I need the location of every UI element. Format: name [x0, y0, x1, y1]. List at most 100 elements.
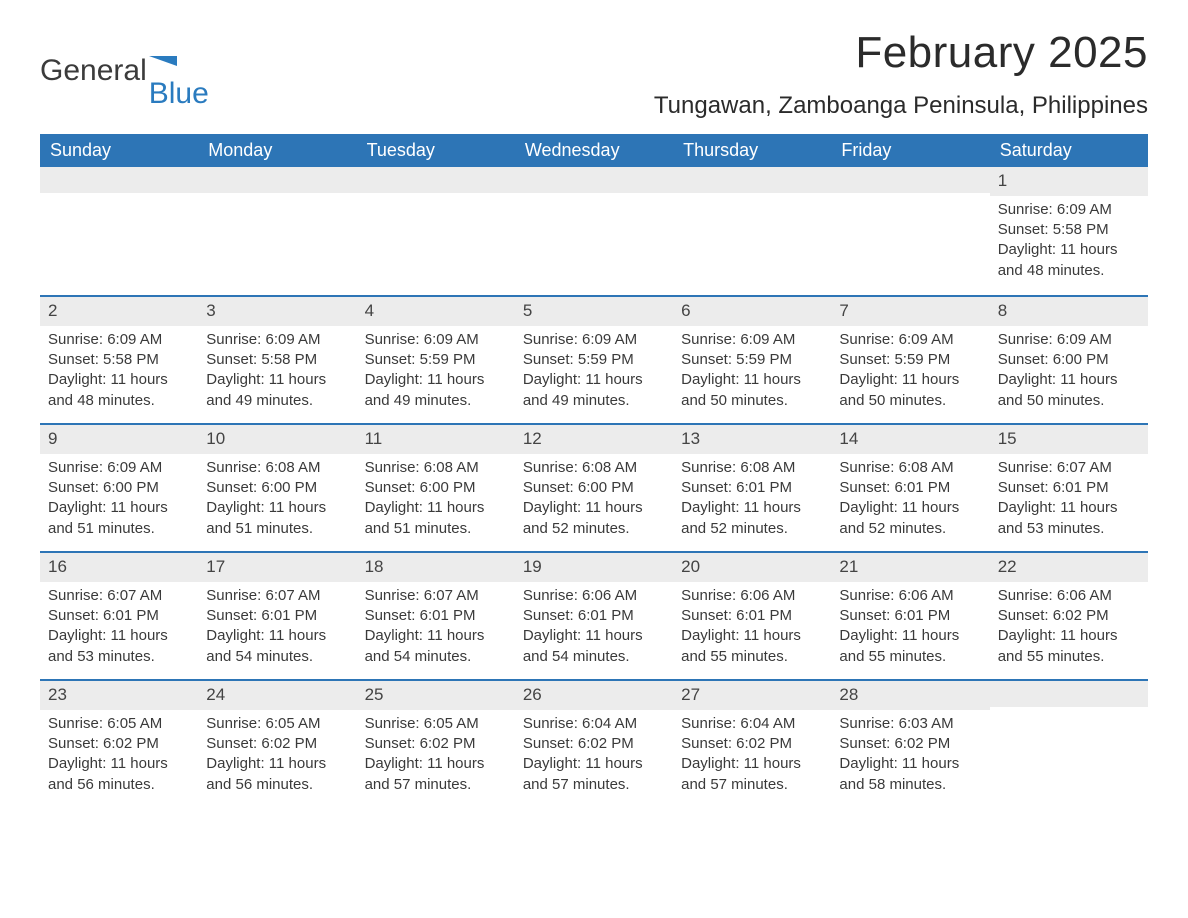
- calendar-day: 13Sunrise: 6:08 AMSunset: 6:01 PMDayligh…: [673, 425, 831, 551]
- day-body: Sunrise: 6:09 AMSunset: 5:59 PMDaylight:…: [357, 326, 515, 421]
- sunrise-line: Sunrise: 6:08 AM: [681, 458, 823, 478]
- daylight-line: Daylight: 11 hours and 51 minutes.: [365, 498, 507, 539]
- page-title: February 2025: [654, 28, 1148, 78]
- calendar-day: 26Sunrise: 6:04 AMSunset: 6:02 PMDayligh…: [515, 681, 673, 807]
- calendar-day: [40, 167, 198, 295]
- daylight-line: Daylight: 11 hours and 56 minutes.: [48, 754, 190, 795]
- daylight-line: Daylight: 11 hours and 51 minutes.: [206, 498, 348, 539]
- day-body: [40, 193, 198, 207]
- day-number: 23: [40, 681, 198, 710]
- sunrise-line: Sunrise: 6:09 AM: [48, 330, 190, 350]
- day-number: [357, 167, 515, 193]
- daylight-line: Daylight: 11 hours and 53 minutes.: [998, 498, 1140, 539]
- daylight-line: Daylight: 11 hours and 50 minutes.: [839, 370, 981, 411]
- calendar-day: 9Sunrise: 6:09 AMSunset: 6:00 PMDaylight…: [40, 425, 198, 551]
- calendar-day: 3Sunrise: 6:09 AMSunset: 5:58 PMDaylight…: [198, 297, 356, 423]
- day-number: 10: [198, 425, 356, 454]
- sunset-line: Sunset: 6:01 PM: [998, 478, 1140, 498]
- sunrise-line: Sunrise: 6:07 AM: [998, 458, 1140, 478]
- calendar-day: 21Sunrise: 6:06 AMSunset: 6:01 PMDayligh…: [831, 553, 989, 679]
- sunrise-line: Sunrise: 6:09 AM: [48, 458, 190, 478]
- calendar-day: [357, 167, 515, 295]
- day-number: 19: [515, 553, 673, 582]
- day-body: Sunrise: 6:08 AMSunset: 6:01 PMDaylight:…: [831, 454, 989, 549]
- day-body: Sunrise: 6:09 AMSunset: 5:59 PMDaylight:…: [515, 326, 673, 421]
- calendar-day: 12Sunrise: 6:08 AMSunset: 6:00 PMDayligh…: [515, 425, 673, 551]
- day-body: Sunrise: 6:05 AMSunset: 6:02 PMDaylight:…: [198, 710, 356, 805]
- day-number: 12: [515, 425, 673, 454]
- weeks-container: 1Sunrise: 6:09 AMSunset: 5:58 PMDaylight…: [40, 167, 1148, 807]
- daylight-line: Daylight: 11 hours and 53 minutes.: [48, 626, 190, 667]
- daylight-line: Daylight: 11 hours and 55 minutes.: [839, 626, 981, 667]
- day-body: Sunrise: 6:06 AMSunset: 6:01 PMDaylight:…: [673, 582, 831, 677]
- sunset-line: Sunset: 6:02 PM: [998, 606, 1140, 626]
- calendar-day: 28Sunrise: 6:03 AMSunset: 6:02 PMDayligh…: [831, 681, 989, 807]
- daylight-line: Daylight: 11 hours and 49 minutes.: [523, 370, 665, 411]
- calendar-day: 20Sunrise: 6:06 AMSunset: 6:01 PMDayligh…: [673, 553, 831, 679]
- sunset-line: Sunset: 6:00 PM: [206, 478, 348, 498]
- day-body: Sunrise: 6:08 AMSunset: 6:01 PMDaylight:…: [673, 454, 831, 549]
- daylight-line: Daylight: 11 hours and 49 minutes.: [365, 370, 507, 411]
- calendar-day: 2Sunrise: 6:09 AMSunset: 5:58 PMDaylight…: [40, 297, 198, 423]
- calendar-day: 10Sunrise: 6:08 AMSunset: 6:00 PMDayligh…: [198, 425, 356, 551]
- calendar: Sunday Monday Tuesday Wednesday Thursday…: [40, 134, 1148, 807]
- sunset-line: Sunset: 6:02 PM: [48, 734, 190, 754]
- sunrise-line: Sunrise: 6:06 AM: [839, 586, 981, 606]
- calendar-day: [831, 167, 989, 295]
- day-number: 26: [515, 681, 673, 710]
- calendar-day: 6Sunrise: 6:09 AMSunset: 5:59 PMDaylight…: [673, 297, 831, 423]
- sunrise-line: Sunrise: 6:09 AM: [681, 330, 823, 350]
- calendar-day: 4Sunrise: 6:09 AMSunset: 5:59 PMDaylight…: [357, 297, 515, 423]
- daylight-line: Daylight: 11 hours and 54 minutes.: [365, 626, 507, 667]
- day-number: 8: [990, 297, 1148, 326]
- day-body: Sunrise: 6:09 AMSunset: 5:58 PMDaylight:…: [990, 196, 1148, 291]
- day-number: 18: [357, 553, 515, 582]
- daylight-line: Daylight: 11 hours and 57 minutes.: [365, 754, 507, 795]
- sunset-line: Sunset: 6:02 PM: [365, 734, 507, 754]
- calendar-day: 7Sunrise: 6:09 AMSunset: 5:59 PMDaylight…: [831, 297, 989, 423]
- calendar-week: 2Sunrise: 6:09 AMSunset: 5:58 PMDaylight…: [40, 295, 1148, 423]
- day-number: 2: [40, 297, 198, 326]
- sunset-line: Sunset: 5:58 PM: [998, 220, 1140, 240]
- day-body: Sunrise: 6:09 AMSunset: 6:00 PMDaylight:…: [40, 454, 198, 549]
- daylight-line: Daylight: 11 hours and 50 minutes.: [998, 370, 1140, 411]
- day-number: [198, 167, 356, 193]
- header: General Blue February 2025 Tungawan, Zam…: [40, 28, 1148, 120]
- dow-sunday: Sunday: [40, 134, 198, 167]
- calendar-day: 11Sunrise: 6:08 AMSunset: 6:00 PMDayligh…: [357, 425, 515, 551]
- sunset-line: Sunset: 6:01 PM: [839, 606, 981, 626]
- logo: General Blue: [40, 28, 209, 111]
- calendar-week: 16Sunrise: 6:07 AMSunset: 6:01 PMDayligh…: [40, 551, 1148, 679]
- day-body: Sunrise: 6:07 AMSunset: 6:01 PMDaylight:…: [357, 582, 515, 677]
- day-of-week-header: Sunday Monday Tuesday Wednesday Thursday…: [40, 134, 1148, 167]
- day-number: 17: [198, 553, 356, 582]
- day-body: Sunrise: 6:07 AMSunset: 6:01 PMDaylight:…: [990, 454, 1148, 549]
- day-number: 24: [198, 681, 356, 710]
- logo-word1: General: [40, 56, 147, 86]
- day-number: 13: [673, 425, 831, 454]
- calendar-week: 23Sunrise: 6:05 AMSunset: 6:02 PMDayligh…: [40, 679, 1148, 807]
- sunset-line: Sunset: 6:00 PM: [998, 350, 1140, 370]
- day-number: 5: [515, 297, 673, 326]
- day-body: Sunrise: 6:03 AMSunset: 6:02 PMDaylight:…: [831, 710, 989, 805]
- daylight-line: Daylight: 11 hours and 51 minutes.: [48, 498, 190, 539]
- sunrise-line: Sunrise: 6:09 AM: [839, 330, 981, 350]
- day-body: Sunrise: 6:06 AMSunset: 6:02 PMDaylight:…: [990, 582, 1148, 677]
- day-number: [40, 167, 198, 193]
- sunrise-line: Sunrise: 6:09 AM: [365, 330, 507, 350]
- logo-word2: Blue: [149, 77, 209, 111]
- day-body: Sunrise: 6:09 AMSunset: 5:59 PMDaylight:…: [673, 326, 831, 421]
- sunrise-line: Sunrise: 6:07 AM: [365, 586, 507, 606]
- sunset-line: Sunset: 6:01 PM: [365, 606, 507, 626]
- day-number: 20: [673, 553, 831, 582]
- daylight-line: Daylight: 11 hours and 57 minutes.: [681, 754, 823, 795]
- sunset-line: Sunset: 6:00 PM: [523, 478, 665, 498]
- sunset-line: Sunset: 5:59 PM: [839, 350, 981, 370]
- day-number: 16: [40, 553, 198, 582]
- daylight-line: Daylight: 11 hours and 52 minutes.: [681, 498, 823, 539]
- sunset-line: Sunset: 6:02 PM: [523, 734, 665, 754]
- sunrise-line: Sunrise: 6:09 AM: [998, 200, 1140, 220]
- calendar-day: 16Sunrise: 6:07 AMSunset: 6:01 PMDayligh…: [40, 553, 198, 679]
- day-number: [831, 167, 989, 193]
- day-body: Sunrise: 6:07 AMSunset: 6:01 PMDaylight:…: [198, 582, 356, 677]
